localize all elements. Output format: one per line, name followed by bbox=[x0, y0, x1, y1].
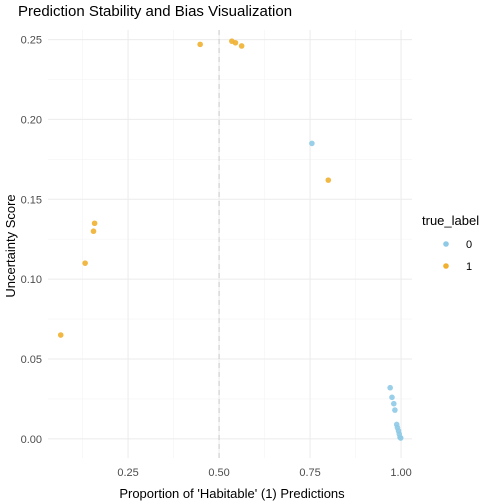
x-tick-label: 0.25 bbox=[117, 467, 138, 479]
data-points bbox=[57, 38, 404, 441]
x-tick-label: 0.75 bbox=[299, 467, 320, 479]
data-point-0 bbox=[309, 140, 315, 147]
legend-label-1: 1 bbox=[466, 261, 472, 273]
x-axis-ticks: 0.25 0.50 0.75 1.00 bbox=[117, 467, 411, 479]
data-point-1 bbox=[232, 39, 239, 46]
data-point-1 bbox=[197, 41, 203, 48]
x-axis-title: Proportion of 'Habitable' (1) Prediction… bbox=[119, 486, 345, 501]
y-tick-label: 0.15 bbox=[21, 194, 42, 206]
y-tick-label: 0.05 bbox=[21, 354, 42, 366]
data-point-0 bbox=[387, 384, 393, 391]
y-tick-label: 0.00 bbox=[21, 434, 42, 446]
x-tick-label: 1.00 bbox=[390, 467, 411, 479]
data-point-1 bbox=[238, 43, 245, 49]
data-point-1 bbox=[90, 228, 97, 235]
data-point-1 bbox=[57, 332, 64, 338]
x-tick-label: 0.50 bbox=[208, 467, 229, 479]
legend-marker-0 bbox=[443, 241, 449, 247]
chart-title: Prediction Stability and Bias Visualizat… bbox=[18, 3, 292, 20]
legend-label-0: 0 bbox=[466, 239, 472, 251]
data-point-0 bbox=[392, 407, 398, 413]
data-point-1 bbox=[91, 220, 98, 227]
grid bbox=[48, 30, 412, 458]
legend-title: true_label bbox=[422, 213, 479, 228]
data-point-0 bbox=[397, 435, 404, 441]
y-axis-ticks: 0.00 0.05 0.10 0.15 0.20 0.25 bbox=[21, 35, 42, 446]
y-tick-label: 0.25 bbox=[21, 35, 42, 47]
y-tick-label: 0.10 bbox=[21, 274, 42, 286]
legend: true_label 0 1 bbox=[422, 213, 479, 273]
y-axis-title: Uncertainty Score bbox=[3, 194, 18, 297]
data-point-0 bbox=[389, 394, 395, 401]
y-tick-label: 0.20 bbox=[21, 114, 42, 126]
data-point-1 bbox=[82, 260, 88, 266]
data-point-1 bbox=[325, 177, 332, 183]
data-point-0 bbox=[391, 400, 397, 407]
legend-marker-1 bbox=[443, 263, 449, 269]
